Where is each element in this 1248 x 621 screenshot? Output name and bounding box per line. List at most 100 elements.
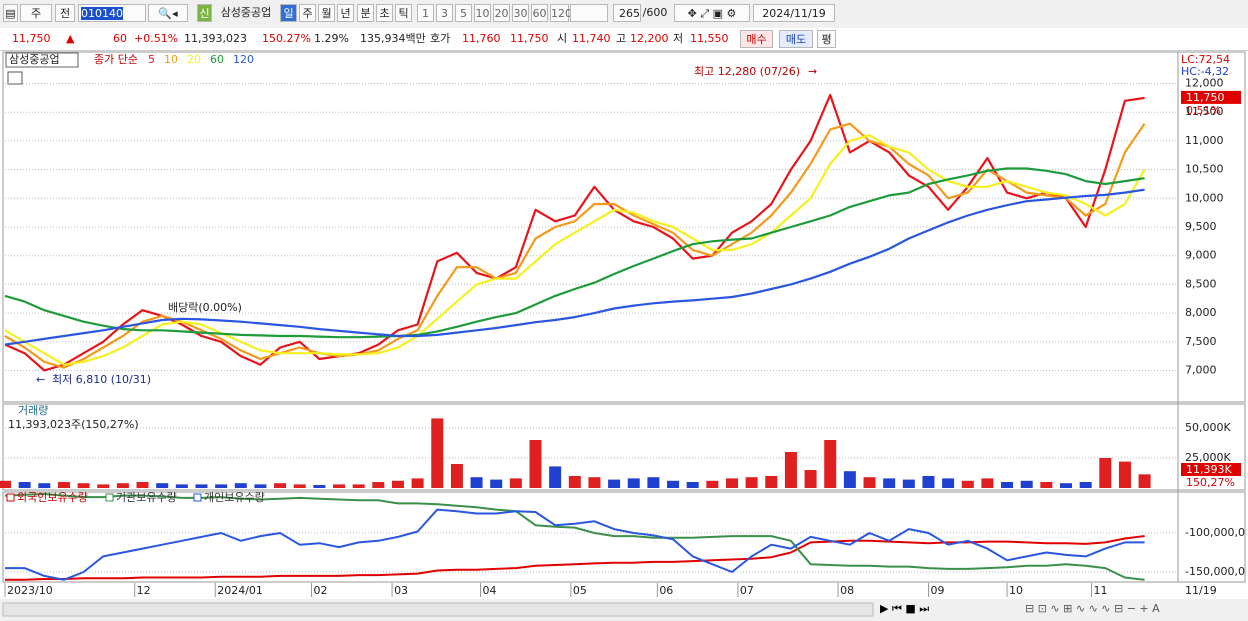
volume-bar [961,480,974,488]
count-button[interactable]: 10 [474,4,491,22]
code-input[interactable]: 010140 [78,4,146,22]
series-line [5,508,1145,581]
open: 11,740 [572,32,611,45]
last-change: 0,51% [1186,104,1221,117]
info-bar: 11,750 ▲ 60 +0.51% 11,393,023 150.27% 1.… [0,28,1248,51]
volume-bar [352,484,365,488]
y-tick-label: 7,500 [1185,335,1217,348]
interval-button[interactable]: 주 [299,4,316,22]
count-button[interactable]: 20 [493,4,510,22]
tool-icons[interactable]: ✥ ⤢ ▣ ⚙ [674,4,750,22]
volume-bar [647,477,660,488]
search-icons[interactable]: 🔍◂ [148,4,188,22]
interval-button[interactable]: 초 [376,4,393,22]
y-tick-label: 11,500 [1185,105,1224,118]
volume-bar [627,478,640,488]
annotation: 배당락(0.00%) [168,301,242,314]
volume-bar [529,440,542,488]
volume-panel [2,403,1246,491]
buy-button[interactable]: 매수 [740,30,773,48]
series-line [4,188,1145,346]
stock-name: 삼성중공업 [220,6,272,19]
legend-entry: 5 [148,53,155,66]
volume-bar [942,478,955,488]
volume-bar [608,479,621,488]
interval-button[interactable]: 분 [357,4,374,22]
interval-button[interactable]: 틱 [395,4,412,22]
menu-icon[interactable]: ▤ [3,4,18,22]
y-tick-label: 9,000 [1185,249,1217,262]
annotation: 최고 12,280 (07/26) [694,65,800,78]
count-button[interactable]: 1 [417,4,434,22]
open-label: 시 [557,32,568,45]
date-input[interactable]: 2024/11/19 [753,4,835,22]
x-tick-label: 04 [482,584,496,597]
volume-bar [706,480,719,488]
count-button[interactable]: 30 [512,4,529,22]
change: 60 [113,32,127,45]
new-badge[interactable]: 신 [197,4,212,22]
last-price: 11,750 [1186,91,1225,104]
x-tick-label: 03 [394,584,408,597]
volume-bar [215,484,228,488]
price: 11,750 [12,32,51,45]
hc-label: HC:-4,32 [1181,65,1229,78]
series-line [4,167,1145,339]
volume-bar [274,483,287,488]
interval-button[interactable]: 일 [280,4,297,22]
ask: 11,760 [462,32,501,45]
amount: 135,934백만 [360,32,426,45]
annotation: 최저 6,810 (10/31) [52,373,151,386]
volume-bar [863,477,876,488]
x-tick-label: 09 [930,584,944,597]
count-button[interactable]: 3 [436,4,453,22]
volume-bar [391,480,404,488]
volume-bar [568,476,581,488]
volume-bar [254,484,267,488]
volume-bar [667,480,680,488]
blank-select[interactable] [570,4,608,22]
quote-label: 호가 [430,32,451,45]
volume-bar [922,476,935,488]
arrow: → [808,65,817,78]
low-label: 저 [673,32,684,45]
y-tick-label: 8,500 [1185,277,1217,290]
volume-bar [38,483,51,488]
volume-bar [725,478,738,488]
volume-bar [450,464,463,488]
y-tick-label: 10,000 [1185,191,1224,204]
high-label: 고 [616,32,627,45]
panel-title: 삼성중공업 [9,53,60,66]
interval-button[interactable]: 년 [337,4,354,22]
y-tick-label: 9,500 [1185,220,1217,233]
last-volume-box [1181,463,1241,476]
x-tick-label: 05 [573,584,587,597]
volume-bar [1118,461,1131,488]
interval-button[interactable]: 월 [318,4,335,22]
volume-rate: 150.27% [262,32,311,45]
y-tick-label: -100,000,0 [1185,526,1245,539]
volume-bar [765,476,778,488]
visible-count[interactable]: 265 [613,4,641,22]
legend-swatch [105,493,114,502]
volume-bar [372,482,385,488]
sell-button[interactable]: 매도 [779,30,813,48]
count-button[interactable]: 5 [455,4,472,22]
x-tick-label: 07 [740,584,754,597]
scope-select[interactable]: 전 [55,4,75,22]
avg-button[interactable]: 평 [817,30,836,48]
x-tick-label: 11 [1094,584,1108,597]
legend-entry: 60 [210,53,224,66]
grid-icon[interactable] [7,71,23,85]
scrollbar[interactable] [2,602,874,617]
legend-swatch [6,493,15,502]
count-button[interactable]: 120 [550,4,572,22]
count-button[interactable]: 60 [531,4,548,22]
volume-bar [195,484,208,488]
volume-bar [313,485,326,488]
y-tick-label: 7,000 [1185,363,1217,376]
volume-bar [686,482,699,488]
zoom-controls[interactable]: ⊟ ⊡ ∿ ⊞ ∿ ∿ ∿ ⊟ − + A [1025,602,1160,615]
period-select[interactable]: 주 [20,4,52,22]
scroll-controls[interactable]: ▶ ⏮ ■ ⏭ [880,602,929,615]
